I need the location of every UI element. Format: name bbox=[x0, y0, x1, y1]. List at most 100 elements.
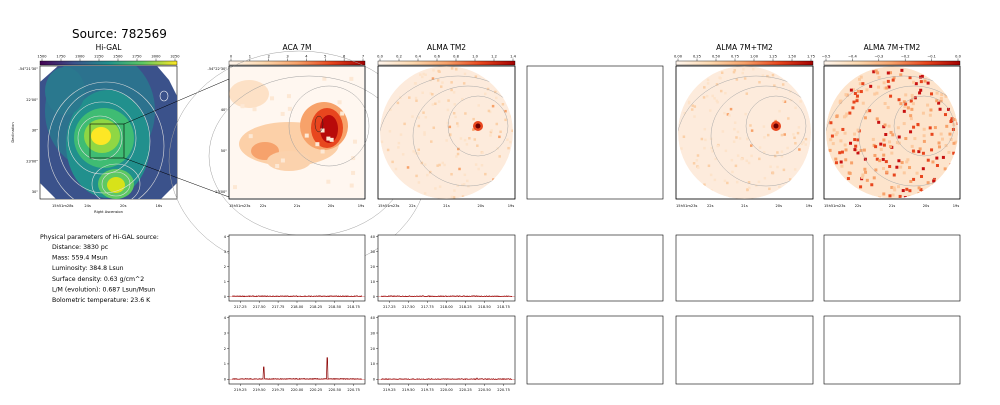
colorbar-tick-label: 0 bbox=[230, 55, 233, 59]
zoom-connector bbox=[123, 157, 230, 198]
map-pixel bbox=[883, 123, 887, 127]
x-tick-label: 21s bbox=[294, 204, 301, 208]
map-pixel bbox=[886, 71, 890, 75]
x-tick-label: 20s bbox=[120, 204, 127, 208]
map-pixel bbox=[423, 163, 427, 166]
contour bbox=[858, 85, 958, 187]
colorbar-tick-label: 1.0 bbox=[472, 55, 478, 59]
map-pixel bbox=[453, 189, 456, 192]
map-pixel bbox=[892, 186, 896, 190]
colorbar-tick-label: 1.50 bbox=[788, 55, 797, 59]
x-tick-label: 218.00 bbox=[291, 305, 304, 309]
map-pixel bbox=[781, 83, 785, 86]
map-pixel bbox=[902, 100, 906, 104]
map-pixel bbox=[691, 104, 695, 107]
map-pixel bbox=[913, 137, 917, 141]
x-tick-label: 219.25 bbox=[234, 388, 247, 392]
x-tick-label: 218.25 bbox=[310, 305, 323, 309]
y-tick-label: 1 bbox=[224, 280, 226, 284]
map-pixel bbox=[240, 104, 245, 109]
map-pixel bbox=[758, 157, 761, 161]
map-pixel bbox=[888, 140, 892, 144]
map-pixel bbox=[412, 150, 415, 153]
map-pixel bbox=[768, 187, 771, 191]
colorbar-tick-label: 1.4 bbox=[510, 55, 516, 59]
map-pixel bbox=[477, 104, 480, 107]
map-pixel bbox=[763, 176, 767, 180]
map-pixel bbox=[949, 120, 953, 124]
map-pixel bbox=[802, 141, 805, 144]
map-pixel bbox=[935, 164, 939, 168]
map-pixel bbox=[844, 114, 848, 118]
map-pixel bbox=[897, 159, 901, 163]
x-tick-label: 19s bbox=[953, 204, 960, 208]
map-pixel bbox=[886, 79, 890, 83]
map-pixel bbox=[922, 134, 926, 138]
map-pixel bbox=[252, 107, 257, 112]
map-pixel bbox=[869, 84, 873, 88]
map-pixel bbox=[458, 167, 461, 171]
map-pixel bbox=[859, 75, 863, 79]
map-pixel bbox=[875, 117, 879, 121]
map-pixel bbox=[846, 177, 850, 181]
map-pixel bbox=[875, 91, 879, 95]
map-pixel bbox=[878, 159, 882, 163]
map-pixel bbox=[904, 93, 908, 97]
map-pixel bbox=[848, 111, 852, 115]
map-pixel bbox=[459, 137, 463, 140]
map-pixel bbox=[797, 126, 801, 129]
map-pixel bbox=[351, 170, 356, 175]
map-pixel bbox=[861, 173, 865, 177]
map-pixel bbox=[474, 75, 478, 78]
y-tick-label: 20 bbox=[370, 265, 375, 269]
map-pixel bbox=[946, 107, 950, 111]
map-pixel bbox=[248, 134, 253, 139]
map-pixel bbox=[909, 179, 913, 183]
map-pixel bbox=[882, 125, 886, 129]
params-line: Surface density: 0.63 g/cm^2 bbox=[52, 276, 144, 283]
x-tick-label: 218.75 bbox=[497, 305, 510, 309]
map-pixel bbox=[735, 180, 739, 184]
map-pixel bbox=[915, 171, 919, 175]
spectrum-row1-alma: 217.25 217.50 217.75 218.00 218.25 218.50 218.… bbox=[370, 234, 516, 309]
map-pixel bbox=[922, 139, 926, 143]
params-line: Distance: 3830 pc bbox=[52, 244, 109, 251]
map-pixel bbox=[326, 136, 331, 141]
colorbar-tick-label: −0.4 bbox=[848, 55, 857, 59]
map-pixel bbox=[463, 173, 467, 177]
map-pixel bbox=[275, 164, 280, 169]
map-pixel bbox=[873, 153, 877, 157]
map-pixel bbox=[906, 158, 910, 162]
map-pixel bbox=[748, 186, 751, 190]
map-pixel bbox=[908, 189, 912, 193]
contour bbox=[380, 75, 513, 199]
map-pixel bbox=[386, 148, 390, 152]
map-pixel bbox=[856, 138, 860, 142]
map-pixel bbox=[950, 117, 954, 121]
x-tick-label: 19s bbox=[358, 204, 365, 208]
map-pixel bbox=[423, 131, 426, 134]
map-pixel bbox=[935, 99, 939, 103]
x-tick-label: 19s bbox=[508, 204, 515, 208]
map-pixel bbox=[716, 144, 719, 148]
map-peak bbox=[107, 177, 125, 193]
map-pixel bbox=[693, 105, 697, 108]
colorbar-tick-label: 1.75 bbox=[807, 55, 815, 59]
x-tick-label: 219.50 bbox=[402, 388, 415, 392]
map-pixel bbox=[865, 178, 869, 182]
map-blob bbox=[320, 115, 338, 143]
map-pixel bbox=[792, 133, 795, 136]
map-pixel bbox=[905, 187, 909, 191]
map-pixel bbox=[452, 112, 456, 115]
map-pixel bbox=[715, 99, 719, 103]
map-pixel bbox=[735, 136, 738, 139]
y-tick-label: 23'00" bbox=[26, 159, 38, 163]
map-pixel bbox=[695, 159, 699, 162]
map-pixel bbox=[476, 144, 479, 147]
map-pixel bbox=[849, 88, 853, 92]
colorbar-tick-label: −0.3 bbox=[874, 55, 883, 59]
colorbar bbox=[39, 60, 178, 66]
map-pixel bbox=[462, 82, 466, 85]
